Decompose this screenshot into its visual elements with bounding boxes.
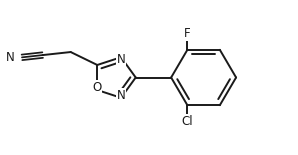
Text: O: O — [93, 81, 102, 94]
Text: N: N — [117, 53, 125, 66]
Text: F: F — [184, 27, 191, 40]
Text: N: N — [6, 51, 15, 64]
Text: Cl: Cl — [181, 115, 193, 128]
Text: N: N — [117, 89, 125, 102]
